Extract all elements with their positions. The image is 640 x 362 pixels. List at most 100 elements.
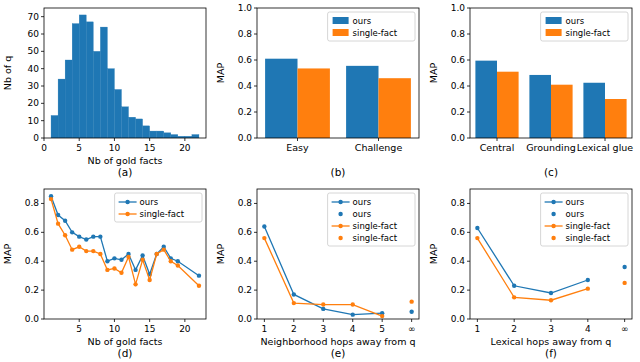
- point: [512, 284, 516, 288]
- y-axis-label: MAP: [2, 244, 13, 265]
- point: [126, 255, 130, 259]
- hist-bar: [114, 89, 121, 138]
- point: [262, 236, 266, 240]
- y-tick-label: 0.2: [25, 285, 39, 295]
- legend-box: [328, 12, 415, 41]
- y-tick: [467, 86, 470, 87]
- point: [586, 286, 590, 290]
- x-tick: [497, 138, 498, 141]
- point: [49, 197, 53, 201]
- point: [105, 259, 109, 263]
- x-tick: [352, 319, 353, 322]
- point: [622, 265, 626, 269]
- y-tick: [254, 261, 257, 262]
- hist-bar: [100, 27, 107, 138]
- point: [56, 221, 60, 225]
- legend-label: single-fact: [353, 221, 398, 231]
- point: [147, 278, 151, 282]
- y-tick: [41, 68, 44, 69]
- legend-label: ours: [566, 16, 585, 26]
- legend-label: single-fact: [566, 233, 611, 243]
- x-tick-label: 3: [320, 324, 326, 334]
- y-axis-label: Nb of q: [2, 56, 13, 90]
- legend-label: ours: [566, 197, 585, 207]
- point: [63, 219, 67, 223]
- y-tick: [41, 86, 44, 87]
- y-tick: [467, 60, 470, 61]
- y-tick-label: 0.6: [451, 227, 466, 237]
- y-tick: [254, 34, 257, 35]
- y-tick-label: 0.2: [238, 107, 252, 117]
- point: [84, 237, 88, 241]
- y-tick-label: 40: [28, 64, 40, 74]
- point: [112, 266, 116, 270]
- x-axis-label: Neighborhood hops away from q: [261, 336, 416, 347]
- bar: [497, 72, 519, 138]
- line: [264, 238, 382, 316]
- x-tick-label: 5: [379, 324, 385, 334]
- point: [105, 268, 109, 272]
- legend-box: [541, 12, 628, 41]
- x-tick-label: 1: [474, 324, 480, 334]
- panel-caption: (a): [118, 166, 133, 178]
- hist-bar: [58, 79, 65, 138]
- x-tick: [382, 319, 383, 322]
- y-tick-label: 0: [33, 133, 39, 143]
- y-tick-label: 10: [28, 116, 40, 126]
- bar: [529, 75, 551, 138]
- y-tick-label: 0.8: [451, 198, 466, 208]
- y-tick-label: 0.2: [238, 285, 252, 295]
- panel-caption: (b): [331, 166, 346, 178]
- y-tick: [467, 290, 470, 291]
- y-axis-label: MAP: [215, 244, 226, 265]
- legend-swatch: [333, 17, 349, 24]
- point: [119, 258, 123, 262]
- legend: ourssingle-fact: [541, 12, 628, 41]
- y-tick: [41, 290, 44, 291]
- legend-label: ours: [140, 197, 159, 207]
- point: [154, 252, 158, 256]
- x-tick-label: 0: [41, 143, 47, 153]
- point: [262, 224, 266, 228]
- legend-swatch: [546, 17, 562, 24]
- point: [622, 281, 626, 285]
- legend-marker: [338, 224, 342, 228]
- panel: 0.00.20.40.60.812345∞Neighborhood hops a…: [215, 189, 419, 359]
- bar: [551, 85, 573, 138]
- y-tick-label: 0.8: [451, 29, 466, 39]
- point: [112, 256, 116, 260]
- hist-bar: [164, 133, 171, 138]
- y-tick: [41, 138, 44, 139]
- y-tick-label: 1.0: [451, 3, 466, 13]
- hist-bar: [65, 60, 72, 138]
- x-tick-label: Easy: [286, 142, 309, 153]
- point: [140, 258, 144, 262]
- y-tick: [254, 138, 257, 139]
- x-tick: [293, 319, 294, 322]
- x-tick: [605, 138, 606, 141]
- y-tick: [41, 51, 44, 52]
- y-tick: [41, 203, 44, 204]
- hist-bar: [93, 51, 100, 138]
- y-tick-label: 0.4: [238, 81, 253, 91]
- y-tick: [41, 34, 44, 35]
- x-tick: [44, 138, 45, 141]
- legend-marker: [338, 212, 342, 216]
- x-axis-label: Nb of gold facts: [88, 336, 163, 347]
- hist-bar: [171, 135, 178, 138]
- y-tick-label: 20: [28, 98, 40, 108]
- hist-bar: [150, 131, 157, 138]
- point: [380, 314, 384, 318]
- y-tick-label: 0.8: [238, 198, 253, 208]
- point: [140, 253, 144, 257]
- bar: [265, 59, 297, 138]
- bar: [475, 61, 497, 138]
- plot-frame: [257, 189, 419, 319]
- x-axis-label: Nb of gold facts: [88, 155, 163, 166]
- x-tick-label: 4: [585, 324, 591, 334]
- point: [176, 259, 180, 263]
- x-tick-label: 1: [261, 324, 267, 334]
- panel: 01020304050607005101520Nb of gold factsN…: [2, 8, 206, 178]
- plot-frame: [470, 8, 632, 138]
- figure: 01020304050607005101520Nb of gold factsN…: [0, 0, 640, 362]
